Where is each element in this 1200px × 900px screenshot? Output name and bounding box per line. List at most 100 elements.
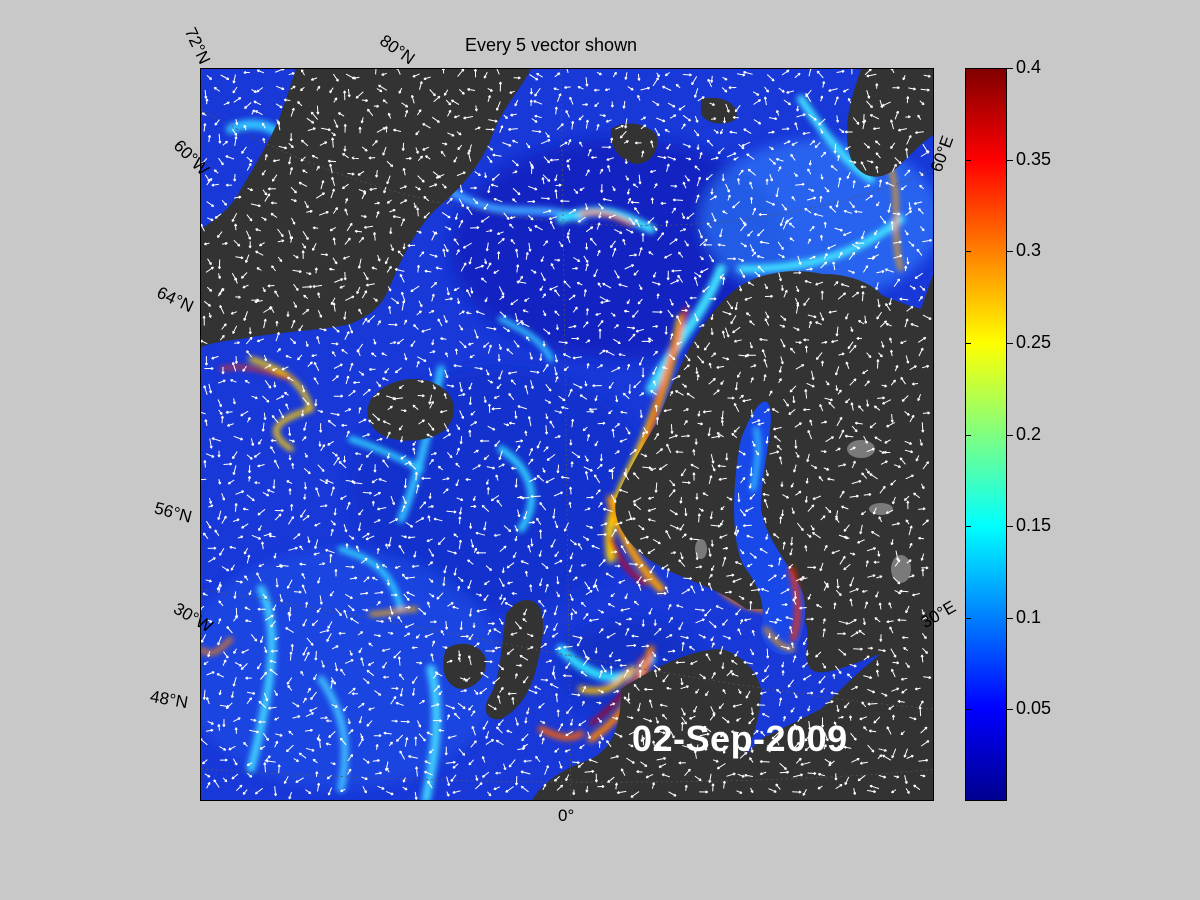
velocity-vector <box>472 198 479 205</box>
velocity-vector <box>535 755 541 763</box>
velocity-vector <box>290 319 296 329</box>
velocity-vector <box>877 298 881 308</box>
velocity-vector <box>743 128 752 135</box>
velocity-vector <box>514 535 518 542</box>
velocity-vector <box>444 226 452 231</box>
velocity-vector <box>274 636 280 641</box>
velocity-vector <box>524 297 530 302</box>
velocity-vector <box>918 706 922 717</box>
velocity-vector <box>704 744 709 751</box>
velocity-vector <box>474 329 479 339</box>
velocity-vector <box>243 547 249 555</box>
velocity-vector <box>577 216 586 223</box>
velocity-vector <box>663 253 672 259</box>
velocity-vector <box>297 101 303 107</box>
velocity-vector <box>372 140 378 147</box>
velocity-vector <box>866 447 875 453</box>
velocity-vector <box>589 237 597 246</box>
velocity-vector <box>597 717 602 723</box>
velocity-vector <box>330 520 336 526</box>
velocity-vector <box>668 354 676 361</box>
velocity-vector <box>803 297 810 306</box>
velocity-vector <box>837 463 847 467</box>
velocity-vector <box>892 212 901 216</box>
velocity-vector <box>332 451 338 457</box>
velocity-vector <box>472 464 481 470</box>
velocity-vector <box>512 187 521 196</box>
velocity-vector <box>892 661 900 665</box>
velocity-vector <box>300 509 307 518</box>
velocity-vector <box>694 341 700 349</box>
velocity-vector <box>793 464 797 473</box>
velocity-vector <box>231 361 237 372</box>
velocity-vector <box>499 311 507 318</box>
velocity-vector <box>499 545 507 552</box>
velocity-vector <box>430 653 434 662</box>
velocity-vector <box>244 102 252 109</box>
velocity-vector <box>777 166 782 172</box>
velocity-vector <box>223 651 229 659</box>
velocity-vector <box>711 464 716 472</box>
velocity-vector <box>429 89 436 97</box>
velocity-vector <box>744 506 754 512</box>
velocity-vector <box>598 501 603 508</box>
velocity-vector <box>833 602 837 610</box>
velocity-vector <box>447 602 454 607</box>
velocity-vector <box>303 482 308 490</box>
velocity-vector <box>375 744 379 750</box>
velocity-vector <box>847 97 852 104</box>
velocity-vector <box>878 748 887 752</box>
velocity-vector <box>222 242 228 246</box>
velocity-vector <box>453 156 458 163</box>
velocity-vector <box>474 367 483 371</box>
velocity-vector <box>413 202 417 209</box>
velocity-vector <box>485 127 495 132</box>
velocity-vector <box>376 563 380 569</box>
velocity-vector <box>378 478 387 483</box>
velocity-vector <box>662 658 668 662</box>
velocity-vector <box>708 620 717 629</box>
velocity-vector <box>837 292 847 300</box>
continental-europe <box>532 649 761 800</box>
colorbar-tick-mark <box>1007 617 1013 619</box>
velocity-vector <box>503 212 510 220</box>
velocity-vector <box>708 547 712 557</box>
velocity-vector <box>233 173 237 182</box>
velocity-vector <box>866 100 873 109</box>
velocity-vector <box>415 147 419 154</box>
velocity-vector <box>344 237 351 245</box>
velocity-vector <box>385 790 394 796</box>
velocity-vector <box>320 180 325 190</box>
velocity-vector <box>903 495 910 501</box>
velocity-vector <box>230 691 234 699</box>
velocity-vector <box>684 240 689 247</box>
velocity-vector <box>527 544 532 553</box>
velocity-vector <box>774 634 780 640</box>
velocity-vector <box>522 618 527 623</box>
velocity-vector <box>761 349 767 358</box>
velocity-vector <box>906 96 910 104</box>
velocity-vector <box>517 495 523 499</box>
velocity-vector <box>246 416 251 423</box>
velocity-vector <box>242 507 249 511</box>
velocity-vector <box>790 347 796 354</box>
velocity-vector <box>663 409 672 413</box>
velocity-vector <box>288 546 298 551</box>
velocity-vector <box>424 269 432 273</box>
velocity-vector <box>572 576 578 581</box>
velocity-vector <box>428 492 432 499</box>
velocity-vector <box>846 171 851 179</box>
velocity-vector <box>681 641 685 651</box>
velocity-vector <box>286 376 294 382</box>
velocity-vector <box>911 593 920 597</box>
velocity-vector <box>913 492 921 499</box>
velocity-vector <box>761 675 770 683</box>
velocity-vector <box>289 167 293 175</box>
velocity-vector <box>287 611 291 621</box>
velocity-vector <box>631 634 639 638</box>
velocity-vector <box>600 664 607 673</box>
velocity-vector <box>246 162 252 171</box>
velocity-vector <box>695 493 699 500</box>
velocity-vector <box>627 363 631 371</box>
velocity-vector <box>270 439 277 443</box>
